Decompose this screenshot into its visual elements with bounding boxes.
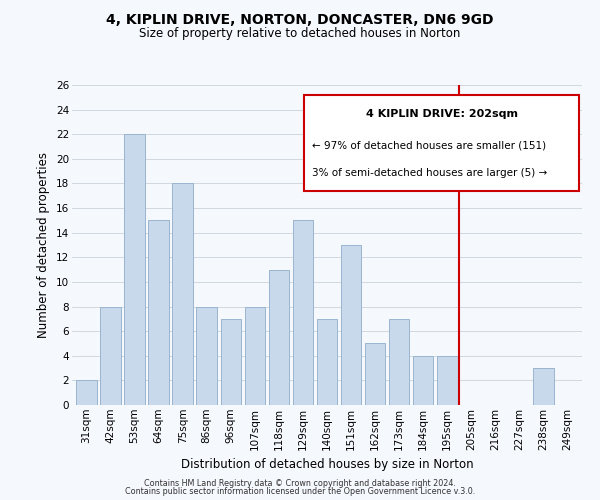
Bar xyxy=(196,306,217,405)
Bar xyxy=(341,245,361,405)
Bar xyxy=(100,306,121,405)
Bar xyxy=(389,319,409,405)
Bar xyxy=(365,344,385,405)
Bar xyxy=(317,319,337,405)
Text: ← 97% of detached houses are smaller (151): ← 97% of detached houses are smaller (15… xyxy=(312,140,546,150)
Text: Contains public sector information licensed under the Open Government Licence v.: Contains public sector information licen… xyxy=(125,487,475,496)
Bar xyxy=(437,356,458,405)
Text: 4, KIPLIN DRIVE, NORTON, DONCASTER, DN6 9GD: 4, KIPLIN DRIVE, NORTON, DONCASTER, DN6 … xyxy=(106,12,494,26)
Text: 4 KIPLIN DRIVE: 202sqm: 4 KIPLIN DRIVE: 202sqm xyxy=(366,109,518,119)
Bar xyxy=(172,184,193,405)
Text: Contains HM Land Registry data © Crown copyright and database right 2024.: Contains HM Land Registry data © Crown c… xyxy=(144,478,456,488)
Bar xyxy=(221,319,241,405)
FancyBboxPatch shape xyxy=(304,94,580,190)
Text: Size of property relative to detached houses in Norton: Size of property relative to detached ho… xyxy=(139,28,461,40)
Bar xyxy=(293,220,313,405)
Bar xyxy=(245,306,265,405)
Bar xyxy=(269,270,289,405)
Bar xyxy=(533,368,554,405)
Bar xyxy=(76,380,97,405)
Bar xyxy=(148,220,169,405)
Y-axis label: Number of detached properties: Number of detached properties xyxy=(37,152,50,338)
Text: 3% of semi-detached houses are larger (5) →: 3% of semi-detached houses are larger (5… xyxy=(312,168,547,178)
X-axis label: Distribution of detached houses by size in Norton: Distribution of detached houses by size … xyxy=(181,458,473,471)
Bar xyxy=(124,134,145,405)
Bar xyxy=(413,356,433,405)
